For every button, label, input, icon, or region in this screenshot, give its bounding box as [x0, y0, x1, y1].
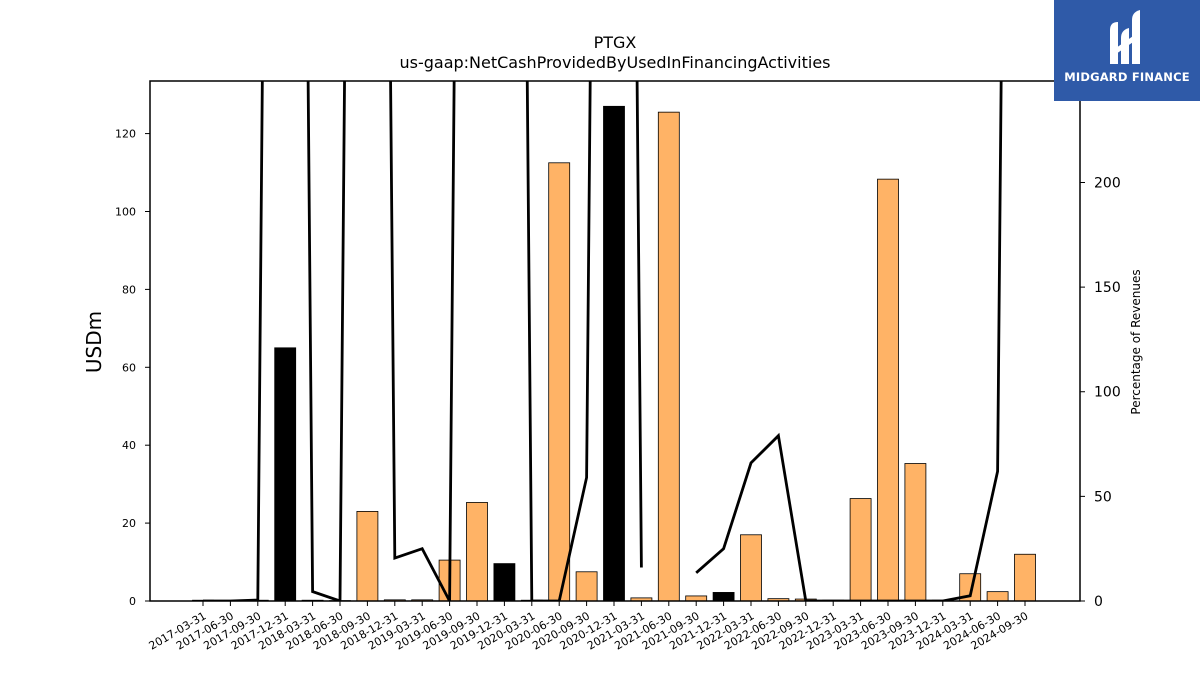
y-tick-label: 100 — [115, 205, 136, 218]
brand-logo: MIDGARD FINANCE — [1054, 0, 1200, 101]
y-tick-label: 120 — [115, 128, 136, 141]
bar-2023-06-30 — [877, 178, 899, 602]
bar-2020-12-31 — [603, 105, 625, 602]
bar-2019-09-30 — [466, 502, 488, 602]
chart-subtitle: us-gaap:NetCashProvidedByUsedInFinancing… — [399, 53, 830, 72]
bar-2021-12-31 — [712, 592, 735, 602]
y-axis-ticks: 0 20 40 60 80 100 120 — [115, 128, 150, 608]
bar-2022-03-31 — [740, 534, 762, 602]
y2-tick-label: 100 — [1094, 385, 1121, 401]
bar-2021-06-30 — [657, 111, 680, 602]
y2-axis-label: Percentage of Revenues — [1129, 269, 1143, 414]
plot-frame — [149, 80, 1081, 602]
y-tick-label: 80 — [122, 283, 136, 296]
bar-2024-06-30 — [986, 591, 1009, 602]
revenue-pct-line-1 — [695, 81, 1003, 601]
y-tick-label: 40 — [122, 439, 136, 452]
y2-tick-label: 0 — [1094, 594, 1103, 610]
axes — [149, 80, 1081, 602]
chart-title: PTGX — [594, 33, 637, 52]
bar-2024-09-30 — [1014, 553, 1036, 602]
x-axis-ticks: 2017-03-312017-06-302017-09-302017-12-31… — [147, 601, 1031, 653]
bar-series — [192, 105, 1036, 602]
bar-2023-09-30 — [904, 463, 927, 602]
bar-2018-09-30 — [356, 511, 379, 602]
bar-2023-03-31 — [849, 498, 872, 602]
midgard-logo-icon — [1110, 10, 1140, 64]
line-series — [203, 81, 1003, 601]
y2-tick-label: 150 — [1094, 280, 1121, 296]
y-tick-label: 20 — [122, 517, 136, 530]
y-axis-label: USDm — [82, 311, 106, 373]
bar-2020-09-30 — [575, 571, 598, 602]
y2-axis-ticks: 0 50 100 150 200 — [1080, 175, 1121, 610]
brand-logo-text: MIDGARD FINANCE — [1064, 70, 1190, 84]
bar-2017-12-31 — [274, 347, 297, 602]
y-tick-label: 0 — [129, 595, 136, 608]
bar-2019-12-31 — [493, 563, 516, 602]
y2-tick-label: 50 — [1094, 489, 1112, 505]
y2-tick-label: 200 — [1094, 175, 1121, 191]
bar-2021-09-30 — [685, 595, 708, 602]
revenue-pct-line-0 — [203, 81, 643, 601]
bar-2020-06-30 — [548, 162, 571, 602]
y-tick-label: 60 — [122, 361, 136, 374]
